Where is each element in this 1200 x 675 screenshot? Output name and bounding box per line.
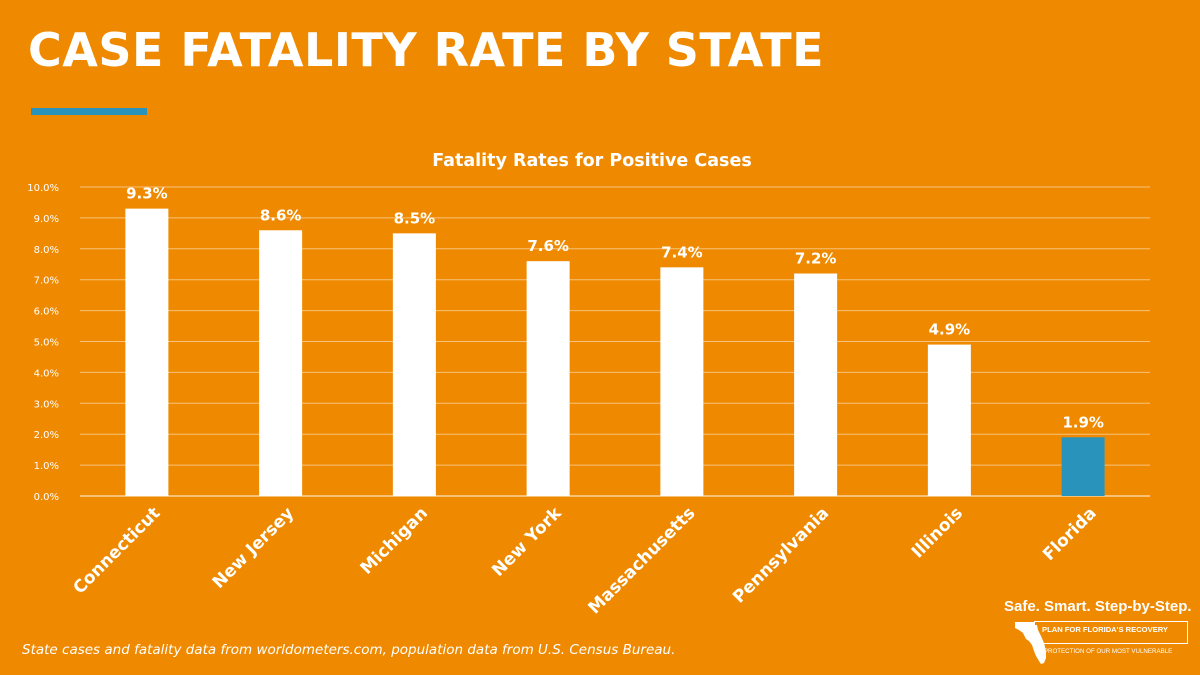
data-label: 9.3% <box>126 185 168 203</box>
x-tick-label: Pennsylvania <box>729 503 833 607</box>
data-label: 7.6% <box>527 237 569 255</box>
data-label: 4.9% <box>929 321 971 339</box>
x-axis-tick-labels: Connecticut New Jersey Michigan New York Mas… <box>69 503 1100 618</box>
bar-new-jersey <box>259 230 303 496</box>
source-footnote: State cases and fatality data from world… <box>22 642 676 658</box>
data-label: 8.6% <box>260 206 302 224</box>
y-tick-label: 6.0% <box>34 307 59 318</box>
bar-connecticut <box>125 208 169 496</box>
y-tick-label: 8.0% <box>34 245 59 256</box>
x-tick-label: New York <box>488 503 566 581</box>
fatality-rate-chart: Fatality Rates for Positive Cases 0.0% 1.… <box>27 151 1150 618</box>
bar-florida <box>1061 437 1105 496</box>
logo-tagline: Safe. Smart. Step-by-Step. <box>1004 598 1192 615</box>
y-axis-tick-labels: 0.0% 1.0% 2.0% 3.0% 4.0% 5.0% 6.0% 7.0% 8.0% 9.0%… <box>27 183 59 503</box>
title-accent-bar <box>31 108 147 115</box>
logo-plan-text: PLAN FOR FLORIDA'S RECOVERY <box>1042 625 1168 634</box>
chart-title: Fatality Rates for Positive Cases <box>432 151 752 171</box>
bar-new-york <box>526 261 570 496</box>
y-tick-label: 4.0% <box>34 368 59 379</box>
logo-plan-box <box>1034 621 1188 644</box>
data-label: 8.5% <box>394 209 436 227</box>
y-tick-label: 9.0% <box>34 214 59 225</box>
y-tick-label: 2.0% <box>34 430 59 441</box>
data-label: 1.9% <box>1062 413 1104 431</box>
x-tick-label: New Jersey <box>209 503 298 592</box>
y-tick-label: 1.0% <box>34 461 59 472</box>
bar-pennsylvania <box>794 273 838 496</box>
bar-illinois <box>927 344 971 496</box>
x-tick-label: Michigan <box>357 503 432 578</box>
bars <box>125 208 1105 496</box>
data-labels: 9.3% 8.6% 8.5% 7.6% 7.4% 7.2% 4.9% 1.9% <box>126 185 1104 432</box>
y-tick-label: 0.0% <box>34 492 59 503</box>
y-tick-label: 3.0% <box>34 399 59 410</box>
x-tick-label: Florida <box>1039 503 1101 565</box>
data-label: 7.4% <box>661 243 703 261</box>
y-tick-label: 5.0% <box>34 338 59 349</box>
x-tick-label: Massachusetts <box>585 503 700 618</box>
florida-map-icon <box>1015 622 1046 664</box>
bar-massachusetts <box>660 267 704 496</box>
y-tick-label: 10.0% <box>27 183 59 194</box>
gridlines <box>80 186 1150 497</box>
bar-michigan <box>392 233 436 496</box>
safe-smart-logo: Safe. Smart. Step-by-Step. PLAN FOR FLOR… <box>1004 598 1192 670</box>
page-title: CASE FATALITY RATE BY STATE <box>28 23 825 77</box>
y-tick-label: 7.0% <box>34 276 59 287</box>
x-tick-label: Illinois <box>908 503 967 562</box>
logo-protection-text: & PROTECTION OF OUR MOST VULNERABLE <box>1038 648 1173 655</box>
x-tick-label: Connecticut <box>69 503 164 598</box>
data-label: 7.2% <box>795 250 837 268</box>
